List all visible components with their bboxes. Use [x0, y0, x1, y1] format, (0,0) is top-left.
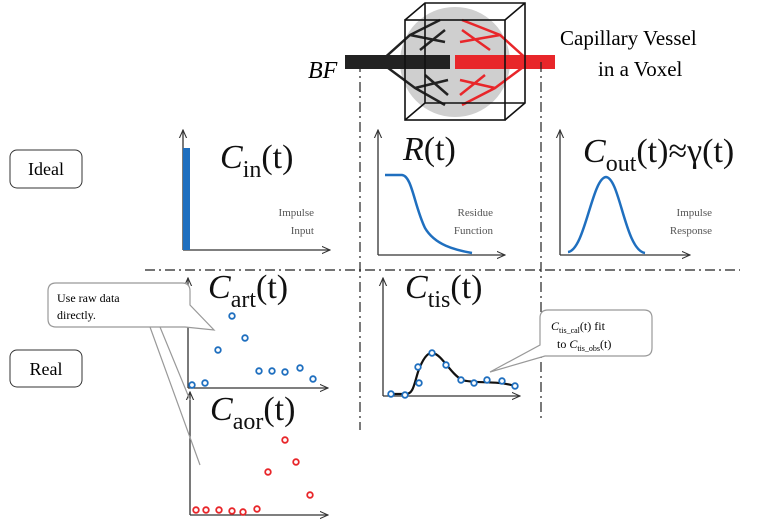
voxel-caption: in a Voxel: [598, 57, 683, 81]
voxel-caption: Capillary Vessel: [560, 26, 697, 50]
subscript: aor: [233, 409, 264, 435]
row-box: [9, 349, 83, 388]
argument: (t): [261, 139, 293, 176]
symbol: C: [583, 133, 606, 170]
symbol: C: [551, 319, 560, 333]
response-curve: [567, 175, 646, 255]
row-box: [9, 149, 83, 189]
relation: ≈γ(t): [668, 133, 734, 170]
symbol: C: [220, 139, 243, 176]
subscript: art: [231, 287, 257, 313]
residue-curve: [385, 173, 473, 255]
symbol: R: [402, 131, 424, 168]
symbol: C: [210, 391, 233, 428]
argument: (t): [256, 269, 288, 306]
text: (t) fit: [580, 319, 606, 333]
row-label: Real: [30, 359, 63, 379]
aor-points: [192, 436, 314, 516]
text: (t): [600, 337, 611, 351]
callout-text: directly.: [57, 308, 96, 322]
text: to: [557, 337, 569, 351]
voxel-illustration: [345, 2, 555, 121]
symbol: C: [208, 269, 231, 306]
caption: Function: [454, 225, 494, 237]
tis-points: [387, 349, 519, 399]
callout-text: to Ctis_obs(t): [557, 337, 611, 353]
fit-callout: Ctis_cal(t) fit to Ctis_obs(t): [489, 309, 653, 373]
argument: (t): [636, 133, 668, 170]
argument: (t): [450, 269, 482, 306]
caption: Response: [670, 225, 712, 237]
argument: (t): [263, 391, 295, 428]
panel-label: R(t): [402, 131, 456, 168]
callout-text: Use raw data: [57, 291, 120, 305]
symbol: C: [569, 337, 578, 351]
raw-callout: Use raw data directly.: [47, 282, 216, 466]
subscript: tis: [428, 287, 451, 313]
panel-label: Cout(t)≈γ(t): [583, 133, 734, 177]
panel-label: Caor(t): [210, 391, 295, 435]
impulse-bar: [183, 148, 190, 250]
argument: (t): [424, 131, 456, 168]
bf-label: BF: [308, 58, 338, 84]
caption: Impulse: [279, 207, 315, 219]
art-points: [188, 312, 317, 389]
caption: Impulse: [677, 207, 713, 219]
subscript: tis_obs: [577, 344, 600, 353]
panel-label: Ctis(t): [405, 269, 482, 313]
callout-text: Ctis_cal(t) fit: [551, 319, 606, 335]
caption: Input: [291, 225, 314, 237]
row-label: Ideal: [28, 159, 64, 179]
subscript: tis_cal: [559, 326, 581, 335]
subscript: out: [606, 151, 637, 177]
panel-label: Cin(t): [220, 139, 293, 183]
subscript: in: [243, 157, 262, 183]
symbol: C: [405, 269, 428, 306]
panel-label: Cart(t): [208, 269, 288, 313]
fit-curve: [391, 351, 516, 396]
caption: Residue: [458, 207, 494, 219]
